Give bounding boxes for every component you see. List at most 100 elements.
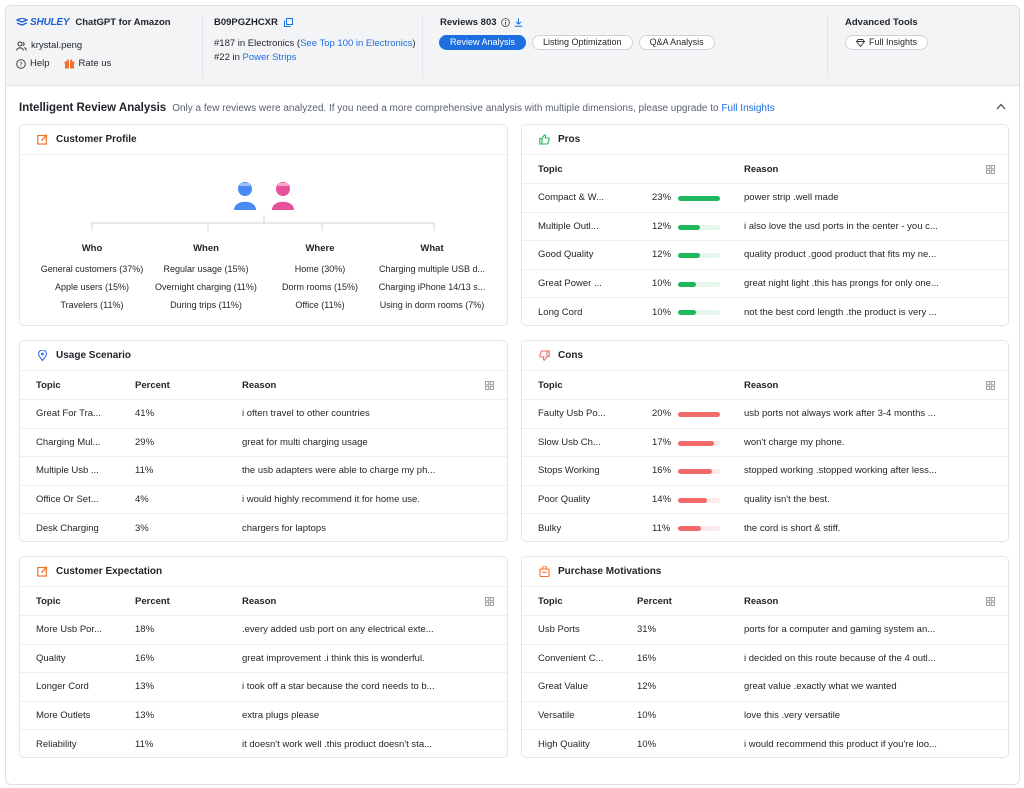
table-row[interactable]: Slow Usb Ch... 17% won't charge my phone. bbox=[522, 429, 1008, 457]
asin-value: B09PGZHCXR bbox=[214, 17, 278, 28]
cons-table: Faulty Usb Po... 20% usb ports not always … bbox=[522, 400, 1008, 541]
table-row[interactable]: Reliability 11% it doesn't work well .this… bbox=[20, 730, 507, 757]
card-title: Customer Profile bbox=[56, 134, 137, 145]
row-reason: i would highly recommend it for home use… bbox=[242, 493, 420, 505]
header-divider bbox=[827, 14, 828, 78]
row-topic: Stops Working bbox=[538, 465, 600, 477]
row-percent: 12% bbox=[637, 681, 657, 693]
tab-qa-analysis[interactable]: Q&A Analysis bbox=[638, 35, 715, 50]
table-row[interactable]: Bulky 11% the cord is short & stiff. bbox=[522, 514, 1008, 541]
row-topic: Charging Mul... bbox=[36, 436, 101, 448]
row-topic: Slow Usb Ch... bbox=[538, 436, 601, 448]
help-link[interactable]: ? Help bbox=[16, 58, 50, 69]
full-insights-label: Full Insights bbox=[869, 37, 918, 47]
col-topic: Topic bbox=[36, 595, 61, 607]
percent-bar bbox=[678, 440, 720, 446]
table-row[interactable]: Multiple Usb ... 11% the usb adapters were… bbox=[20, 457, 507, 486]
grid-view-icon[interactable] bbox=[986, 165, 995, 174]
row-topic: Bulky bbox=[538, 522, 562, 534]
table-row[interactable]: Poor Quality 14% quality isn't the best. bbox=[522, 486, 1008, 514]
percent-bar-fill bbox=[678, 440, 714, 446]
logo: SHULEY bbox=[16, 17, 70, 28]
row-reason: quality isn't the best. bbox=[744, 493, 830, 505]
grid-view-icon[interactable] bbox=[986, 597, 995, 606]
profile-value: Travelers (11%) bbox=[60, 300, 124, 310]
row-reason: not the best cord length .the product is… bbox=[744, 306, 937, 318]
profile-value: Apple users (15%) bbox=[54, 282, 130, 292]
card-title: Customer Expectation bbox=[56, 566, 163, 577]
table-row[interactable]: Great For Tra... 41% i often travel to oth… bbox=[20, 400, 507, 429]
top100-link[interactable]: See Top 100 in Electronics bbox=[300, 38, 413, 49]
table-row[interactable]: Long Cord 10% not the best cord length .th… bbox=[522, 298, 1008, 325]
table-row[interactable]: Good Quality 12% quality product .good pro… bbox=[522, 241, 1008, 270]
card-title: Pros bbox=[558, 134, 581, 145]
row-percent: 10% bbox=[637, 709, 657, 721]
table-row[interactable]: Stops Working 16% stopped working .stopped… bbox=[522, 457, 1008, 486]
grid-view-icon[interactable] bbox=[485, 597, 494, 606]
table-row[interactable]: Charging Mul... 29% great for multi chargi… bbox=[20, 429, 507, 457]
info-icon[interactable] bbox=[500, 18, 510, 27]
grid-view-icon[interactable] bbox=[485, 381, 494, 390]
percent-bar bbox=[678, 497, 720, 503]
card-header: Customer Profile bbox=[20, 125, 507, 155]
table-row[interactable]: Quality 16% great improvement .i think thi… bbox=[20, 645, 507, 673]
grid-view-icon[interactable] bbox=[986, 381, 995, 390]
percent-bar bbox=[678, 469, 720, 474]
power-strips-link[interactable]: Power Strips bbox=[242, 52, 297, 63]
rank1-suffix: ) bbox=[412, 38, 416, 49]
advanced-tools-title: Advanced Tools bbox=[845, 17, 918, 28]
profile-value: Overnight charging (11%) bbox=[155, 282, 257, 292]
expectation-table: More Usb Por... 18% .every added usb port … bbox=[20, 616, 507, 757]
table-row[interactable]: Compact & W... 23% power strip .well made bbox=[522, 184, 1008, 213]
row-reason: the cord is short & stiff. bbox=[744, 522, 841, 534]
tab-review-analysis[interactable]: Review Analysis bbox=[439, 35, 527, 50]
shopping-bag-icon bbox=[539, 566, 550, 577]
table-row[interactable]: More Usb Por... 18% .every added usb port … bbox=[20, 616, 507, 645]
row-reason: i also love the usd ports in the center … bbox=[744, 220, 938, 232]
rank2-prefix: #22 in bbox=[214, 52, 243, 63]
row-percent: 29% bbox=[135, 436, 155, 448]
col-heading: Where bbox=[305, 243, 335, 254]
tab-listing-optimization[interactable]: Listing Optimization bbox=[532, 35, 633, 50]
row-percent: 10% bbox=[652, 277, 672, 289]
logo-text: SHULEY bbox=[30, 17, 70, 28]
purchase-motivations-card: Purchase Motivations Topic Percent Reaso… bbox=[521, 556, 1009, 758]
table-row[interactable]: Convenient C... 16% i decided on this rout… bbox=[522, 645, 1008, 673]
table-row[interactable]: Versatile 10% love this .very versatile bbox=[522, 702, 1008, 730]
table-row[interactable]: More Outlets 13% extra plugs please bbox=[20, 702, 507, 730]
header-divider bbox=[202, 14, 203, 78]
upgrade-link[interactable]: Full Insights bbox=[721, 103, 775, 114]
row-topic: Poor Quality bbox=[538, 493, 591, 505]
rate-link[interactable]: Rate us bbox=[64, 58, 111, 69]
download-icon[interactable] bbox=[514, 18, 523, 27]
upgrade-note: Only a few reviews were analyzed. If you… bbox=[172, 103, 775, 114]
collapse-chevron-icon[interactable] bbox=[996, 101, 1006, 113]
table-row[interactable]: High Quality 10% i would recommend this pr… bbox=[522, 730, 1008, 757]
table-header: Topic Percent Reason bbox=[522, 587, 1008, 616]
gift-icon bbox=[64, 59, 75, 68]
col-heading: When bbox=[193, 243, 219, 254]
percent-bar bbox=[678, 526, 720, 531]
table-row[interactable]: Faulty Usb Po... 20% usb ports not always … bbox=[522, 400, 1008, 429]
row-reason: power strip .well made bbox=[744, 192, 839, 204]
full-insights-button[interactable]: Full Insights bbox=[845, 35, 929, 50]
percent-bar-fill bbox=[678, 497, 708, 503]
col-heading: What bbox=[420, 243, 444, 254]
col-heading: Who bbox=[81, 243, 103, 254]
col-topic: Topic bbox=[538, 595, 563, 607]
row-percent: 16% bbox=[135, 652, 155, 664]
row-topic: Quality bbox=[36, 652, 66, 664]
table-row[interactable]: Usb Ports 31% ports for a computer and gam… bbox=[522, 616, 1008, 645]
table-row[interactable]: Great Power ... 10% great night light .thi… bbox=[522, 270, 1008, 298]
row-reason: great for multi charging usage bbox=[242, 436, 368, 448]
copy-icon[interactable] bbox=[283, 18, 293, 27]
table-row[interactable]: Multiple Outl... 12% i also love the usd p… bbox=[522, 213, 1008, 241]
row-reason: .every added usb port on any electrical … bbox=[242, 624, 434, 636]
col-percent: Percent bbox=[135, 595, 170, 607]
table-row[interactable]: Great Value 12% great value .exactly what … bbox=[522, 673, 1008, 702]
percent-bar-fill bbox=[678, 526, 702, 531]
table-row[interactable]: Desk Charging 3% chargers for laptops bbox=[20, 514, 507, 541]
person-male-icon bbox=[234, 182, 256, 210]
table-row[interactable]: Office Or Set... 4% i would highly recomme… bbox=[20, 486, 507, 514]
table-row[interactable]: Longer Cord 13% i took off a star because … bbox=[20, 673, 507, 702]
